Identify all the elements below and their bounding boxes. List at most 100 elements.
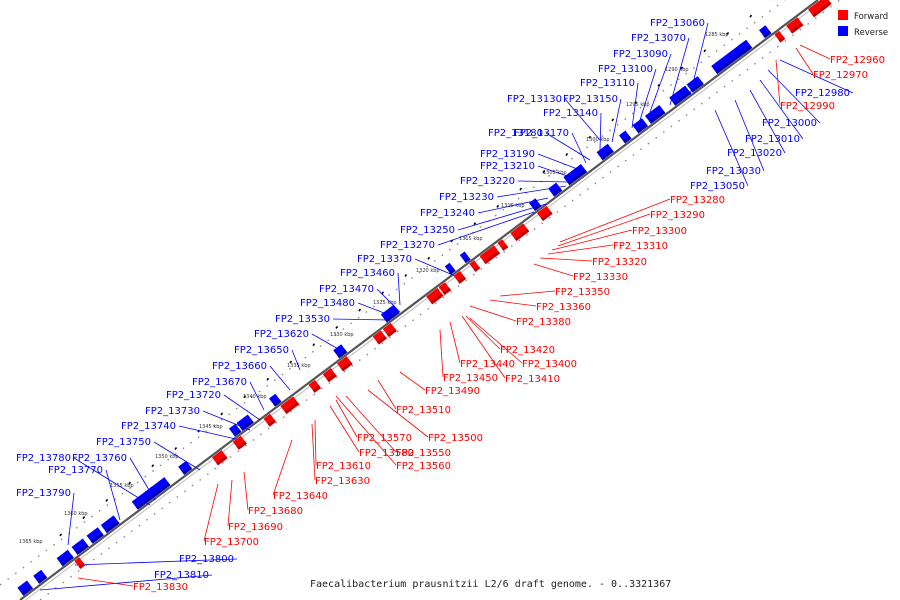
genome-caption: Faecalibacterium prausnitzii L2/6 draft … [310,579,671,590]
gene-label-reverse: FP2_12980 [795,88,850,99]
track-marker [496,204,500,208]
gene-label-forward: FP2_12990 [780,101,835,112]
kbp-tick-label: 1365 kbp [19,539,43,545]
gene-label-reverse: FP2_13190 [480,149,535,160]
gene-label-forward: FP2_13310 [613,241,668,252]
gene-block [426,287,444,305]
gene-label-forward: FP2_13570 [357,433,412,444]
gene-label-reverse: FP2_13240 [420,208,475,219]
gene-label-forward: FP2_13380 [516,317,571,328]
gene-label-forward: FP2_13300 [632,226,687,237]
gene-label-reverse: FP2_13220 [460,176,515,187]
gene-block [178,460,193,475]
genome-backbone-shadow [24,1,822,600]
track-marker [243,395,247,399]
gene-label-reverse: FP2_13760 [72,453,127,464]
track-marker [289,360,293,364]
track-marker [312,343,316,347]
gene-block [537,205,553,222]
leader-line-forward [489,299,537,307]
gene-block [453,270,467,284]
kbp-tick-label: 1355 kbp [110,483,134,489]
gene-block [497,239,509,251]
upper-dotted-track [0,0,786,586]
leader-line-forward [465,315,501,350]
leader-line-forward [533,263,574,277]
gene-block [510,223,530,242]
leader-line-forward [314,419,317,466]
gene-block [333,344,348,359]
kbp-tick-label: 1310 kbp [501,203,525,209]
gene-label-reverse: FP2_13180 [488,128,543,139]
leader-line-reverse [631,82,639,129]
leader-line-reverse [73,457,151,506]
gene-label-reverse: FP2_13100 [598,64,653,75]
leader-line-forward [551,229,633,251]
gene-block [632,118,648,134]
track-marker [381,291,385,295]
gene-block [596,143,614,161]
gene-label-reverse: FP2_13530 [275,314,330,325]
leader-line-reverse [249,381,265,411]
leader-line-reverse [291,349,301,371]
gene-label-reverse: FP2_13480 [300,298,355,309]
leader-line-forward [469,305,517,322]
gene-label-reverse: FP2_13250 [400,225,455,236]
gene-label-reverse: FP2_13770 [48,465,103,476]
gene-label-forward: FP2_13560 [396,461,451,472]
track-marker [703,49,707,53]
track-marker [473,222,477,226]
gene-label-forward: FP2_13640 [273,491,328,502]
leader-line-reverse [767,69,821,124]
gene-label-reverse: FP2_13810 [154,570,209,581]
gene-label-reverse: FP2_13030 [706,166,761,177]
gene-block [228,423,242,437]
gene-label-forward: FP2_12960 [830,55,885,66]
genome-backbone [19,0,819,600]
gene-label-reverse: FP2_13460 [340,268,395,279]
leader-line-reverse [457,203,547,231]
leader-line-reverse [105,469,121,521]
leader-line-reverse [414,258,461,279]
gene-label-forward: FP2_13330 [573,272,628,283]
leader-line-reverse [39,574,213,591]
track-marker [726,31,730,35]
legend-forward-label: Forward [854,12,888,22]
gene-block [372,330,387,345]
leader-line-forward [77,577,134,587]
gene-label-reverse: FP2_13270 [380,240,435,251]
leader-line-forward [449,321,461,364]
gene-block [232,435,247,450]
gene-block [808,0,832,18]
leader-line-forward [559,198,671,243]
gene-block [438,282,452,296]
gene-label-reverse: FP2_13720 [166,390,221,401]
kbp-tick-label: 1360 kbp [64,511,88,517]
kbp-tick-label: 1340 kbp [243,394,267,400]
gene-label-reverse: FP2_13070 [631,33,686,44]
leader-line-forward [461,315,506,379]
leader-line-forward [203,483,219,542]
gene-label-forward: FP2_13610 [316,461,371,472]
leader-line-reverse [734,99,765,172]
leader-line-forward [377,379,397,410]
label-layer: FP2_13060 FP2_13070 FP2_13090 FP2_13100 FP2_… [16,18,885,593]
kbp-tick-label: 1295 kbp [626,102,650,108]
gene-label-forward: FP2_13830 [133,582,188,593]
gene-label-forward: FP2_13550 [396,448,451,459]
leader-line-reverse [311,333,341,351]
track-marker [588,135,592,139]
leader-line-reverse [611,98,622,143]
gene-label-forward: FP2_13690 [228,522,283,533]
kbp-tick-label: 1305 kbp [543,170,567,176]
kbp-tick-label: 1345 kbp [199,424,223,430]
gene-block [444,262,456,275]
leader-line-forward [227,479,233,527]
lower-dotted-track [39,0,841,600]
leader-line-forward [399,371,426,391]
gene-label-forward: FP2_13450 [443,373,498,384]
gene-label-forward: FP2_13350 [555,287,610,298]
leader-line-layer [39,22,854,591]
track-marker [128,481,132,485]
